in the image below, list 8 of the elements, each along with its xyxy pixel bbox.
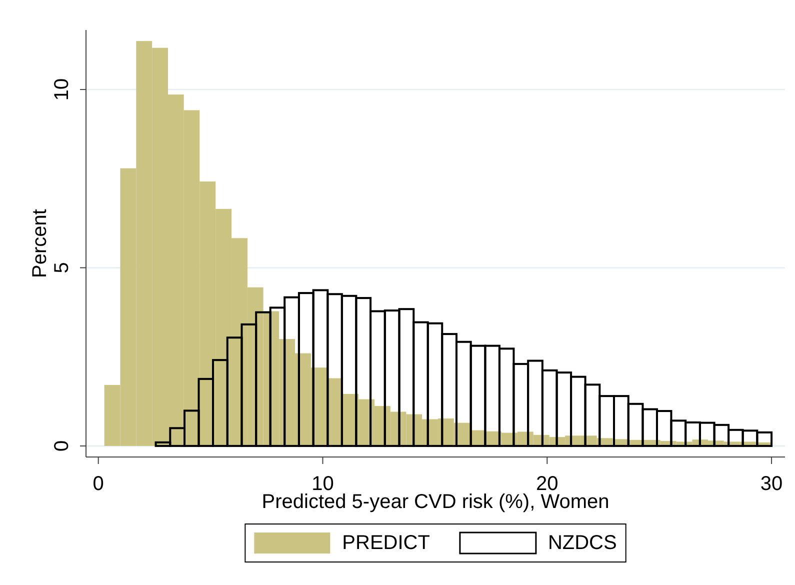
legend-label: NZDCS [548, 532, 617, 554]
y-tick-label: 0 [51, 440, 73, 452]
y-tick-label: 10 [51, 78, 73, 101]
legend-label: PREDICT [342, 532, 430, 554]
y-tick-label: 5 [51, 262, 73, 274]
y-axis-title: Percent [29, 208, 51, 278]
x-tick-label: 0 [92, 473, 104, 495]
x-tick-label: 30 [760, 473, 783, 495]
